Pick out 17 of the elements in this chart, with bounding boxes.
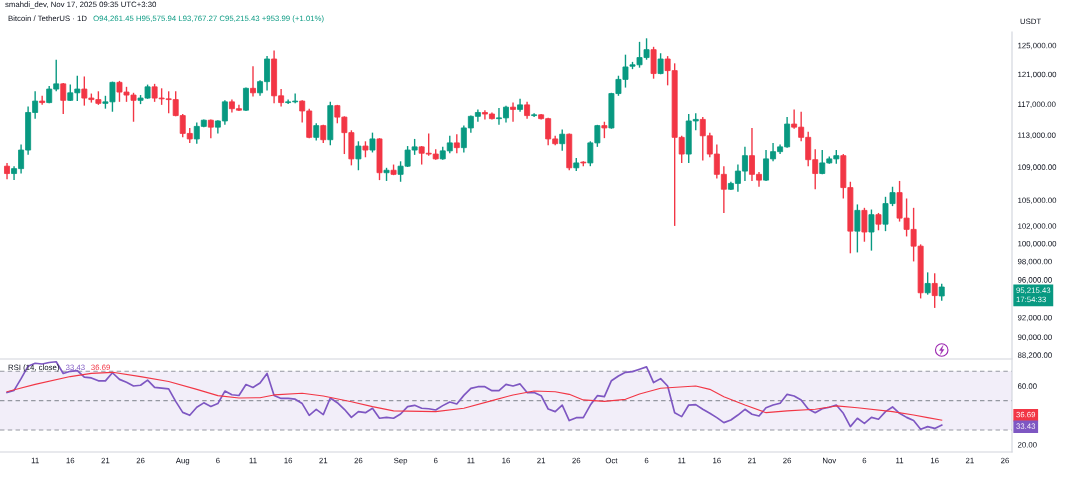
candlestick — [854, 203, 861, 254]
candlestick — [207, 118, 214, 139]
candlestick — [931, 272, 938, 309]
candlestick — [924, 271, 931, 296]
candlestick — [559, 128, 566, 152]
candlestick — [650, 46, 657, 80]
candlestick — [250, 65, 256, 98]
candlestick — [39, 95, 46, 106]
candlestick — [355, 140, 362, 171]
candlestick — [369, 131, 376, 154]
line-series — [6, 371, 943, 421]
candlestick — [510, 101, 516, 123]
candlestick — [60, 82, 67, 115]
candlestick — [453, 133, 460, 154]
line-series — [6, 360, 943, 431]
candlestick — [861, 207, 868, 243]
candlestick — [868, 208, 875, 252]
